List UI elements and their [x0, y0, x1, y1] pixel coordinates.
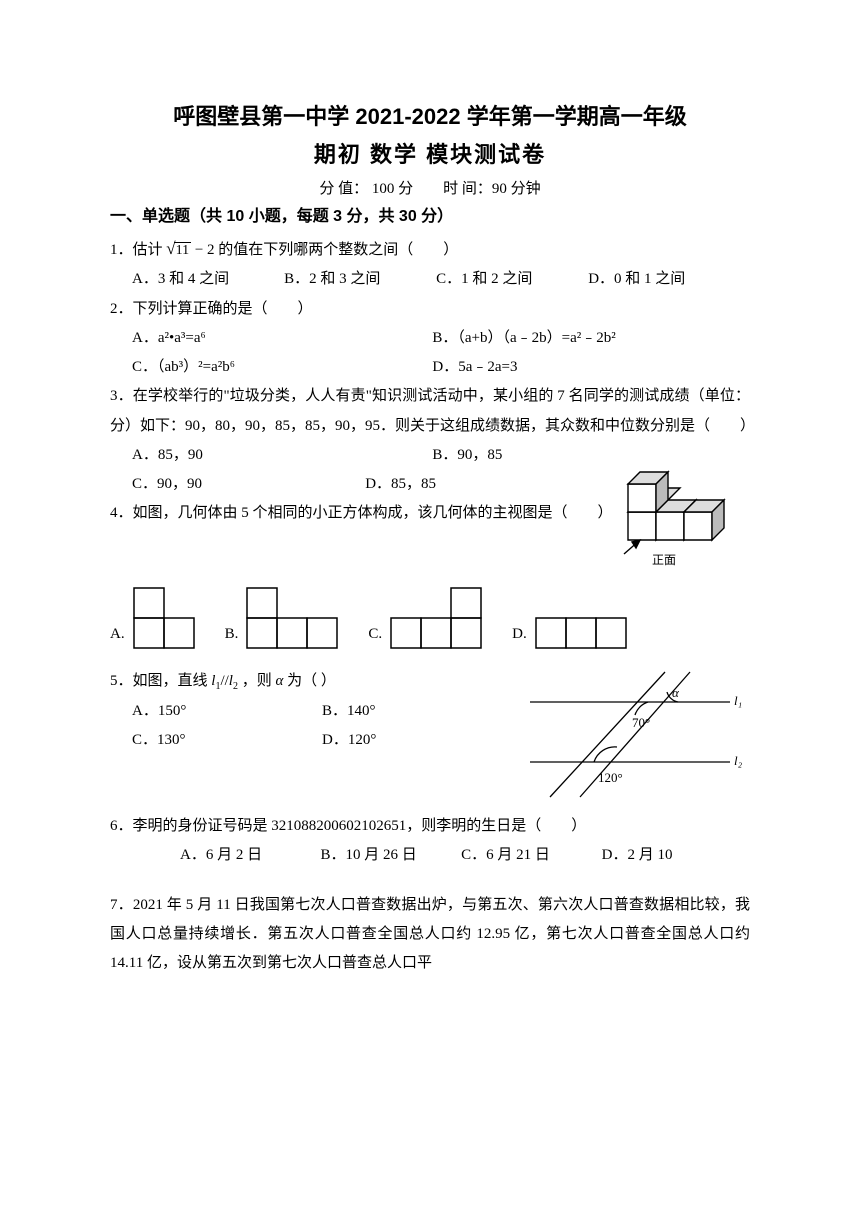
q2-opt-b[interactable]: B．（a+b）（a﹣2b）=a²﹣2b² [432, 324, 729, 353]
q5-angle-figure: α 70° 120° l₁ l₂ [520, 667, 750, 807]
exam-meta: 分 值： 100 分 时 间：90 分钟 [110, 177, 750, 198]
question-1: 1．估计 √11 − 2 的值在下列哪两个整数之间（ ） [110, 232, 750, 265]
q5-alpha-label: α [672, 685, 680, 700]
q2-opt-d[interactable]: D．5a﹣2a=3 [432, 353, 729, 382]
q2-opt-a[interactable]: A．a²•a³=a⁶ [132, 324, 429, 353]
q3-opt-a[interactable]: A．85，90 [132, 441, 429, 470]
q1-text-a: 1．估计 [110, 242, 163, 258]
question-3: 3．在学校举行的"垃圾分类，人人有责"知识测试活动中，某小组的 7 名同学的测试… [110, 382, 750, 441]
q1-opt-a[interactable]: A．3 和 4 之间 [132, 265, 280, 294]
q5-l1-label: l₁ [734, 693, 742, 708]
q4-options: A. B. C. [110, 587, 750, 649]
q2-options-row1: A．a²•a³=a⁶ B．（a+b）（a﹣2b）=a²﹣2b² [110, 324, 750, 353]
q3-options-row2: C．90，90 D．85，85 [110, 470, 610, 499]
q5-opt-a[interactable]: A．150° [132, 697, 318, 726]
q1-opt-d[interactable]: D．0 和 1 之间 [588, 265, 736, 294]
q4-shape-d [535, 617, 627, 649]
question-5: 5．如图，直线 l1//l2 ，则 α 为（ ） [110, 667, 520, 697]
q4-shape-c [390, 587, 482, 649]
time-label: 时 间： [443, 181, 492, 197]
q2-opt-c[interactable]: C．（ab³）²=a²b⁶ [132, 353, 429, 382]
question-2: 2．下列计算正确的是（ ） [110, 295, 750, 324]
q1-options: A．3 和 4 之间 B．2 和 3 之间 C．1 和 2 之间 D．0 和 1… [110, 265, 750, 294]
q4-opt-d[interactable]: D. [512, 617, 627, 649]
question-7: 7．2021 年 5 月 11 日我国第七次人口普查数据出炉，与第五次、第六次人… [110, 891, 750, 979]
q5-angle-120: 120° [598, 770, 623, 785]
question-4: 4．如图，几何体由 5 个相同的小正方体构成，该几何体的主视图是（ ） [110, 499, 610, 528]
q5-l2-label: l₂ [734, 753, 743, 768]
q5-opt-d[interactable]: D．120° [322, 726, 508, 755]
q6-opt-a[interactable]: A．6 月 2 日 [180, 841, 317, 870]
title-line-1: 呼图壁县第一中学 2021-2022 学年第一学期高一年级 [110, 100, 750, 133]
q6-opt-d[interactable]: D．2 月 10 [602, 841, 739, 870]
q4-opt-c[interactable]: C. [368, 587, 482, 649]
section-1-header: 一、单选题（共 10 小题，每题 3 分，共 30 分） [110, 202, 750, 226]
q4-opt-a[interactable]: A. [110, 587, 195, 649]
q4-cube-figure: 正面 [610, 470, 750, 570]
q6-opt-b[interactable]: B．10 月 26 日 [321, 841, 458, 870]
q1-opt-b[interactable]: B．2 和 3 之间 [284, 265, 432, 294]
score-label: 分 值： [319, 181, 368, 197]
q1-text-b: − 2 的值在下列哪两个整数之间（ ） [195, 242, 458, 258]
title-line-2: 期初 数学 模块测试卷 [110, 137, 750, 169]
q3-opt-b[interactable]: B．90，85 [432, 441, 729, 470]
q4-shape-b [246, 587, 338, 649]
q6-options: A．6 月 2 日 B．10 月 26 日 C．6 月 21 日 D．2 月 1… [110, 841, 750, 870]
q3-opt-d[interactable]: D．85，85 [365, 470, 594, 499]
q4-front-label: 正面 [652, 553, 676, 567]
q4-shape-a [133, 587, 195, 649]
q5-opt-b[interactable]: B．140° [322, 697, 508, 726]
question-6: 6．李明的身份证号码是 321088200602102651，则李明的生日是（ … [110, 812, 750, 841]
time-value: 90 分钟 [492, 181, 541, 197]
sqrt-expr: √11 [166, 232, 191, 265]
q5-options-row2: C．130° D．120° [110, 726, 520, 755]
q2-options-row2: C．（ab³）²=a²b⁶ D．5a﹣2a=3 [110, 353, 750, 382]
score-value: 100 分 [368, 181, 413, 197]
q6-opt-c[interactable]: C．6 月 21 日 [461, 841, 598, 870]
q3-options-row1: A．85，90 B．90，85 [110, 441, 750, 470]
q5-angle-70: 70° [632, 715, 650, 730]
q5-options-row1: A．150° B．140° [110, 697, 520, 726]
q4-opt-b[interactable]: B. [225, 587, 339, 649]
q3-opt-c[interactable]: C．90，90 [132, 470, 361, 499]
q5-opt-c[interactable]: C．130° [132, 726, 318, 755]
q1-opt-c[interactable]: C．1 和 2 之间 [436, 265, 584, 294]
